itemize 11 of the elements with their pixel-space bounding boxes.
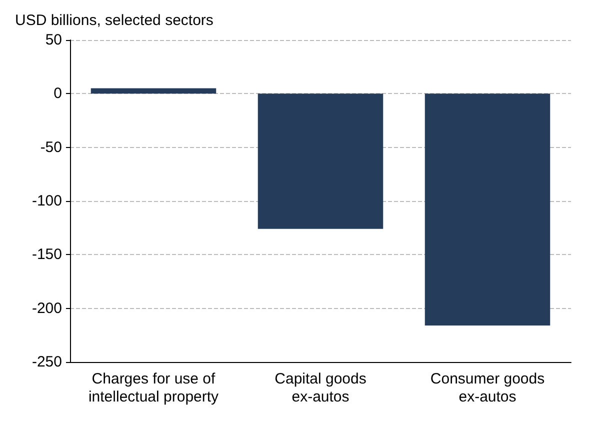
y-tick-label: -200 (32, 300, 62, 317)
chart-subtitle: USD billions, selected sectors (15, 12, 214, 29)
y-tick-label: -250 (32, 354, 62, 370)
y-tick-label: -150 (32, 246, 62, 264)
y-tick-label: -50 (40, 138, 62, 156)
x-tick-label: Consumer goods ex-autos (430, 370, 545, 406)
y-tick-label: -100 (32, 192, 62, 210)
y-tick-label: 0 (54, 85, 62, 102)
y-tick-label: 50 (45, 32, 62, 48)
x-tick-label: Charges for use of intellectual property (88, 370, 220, 406)
x-tick-label: Capital goods ex-autos (274, 370, 366, 406)
